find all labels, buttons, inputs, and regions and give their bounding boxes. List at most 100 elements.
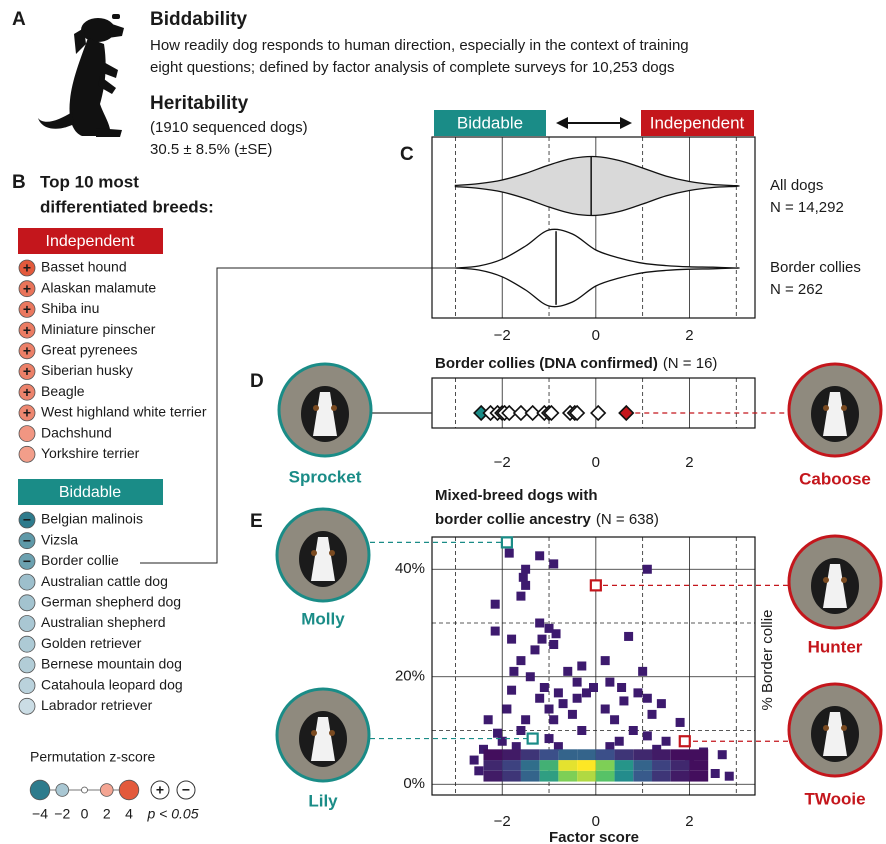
point	[554, 688, 563, 697]
y-axis-label: % Border collie	[759, 610, 776, 711]
point	[624, 632, 633, 641]
dog-photo	[789, 684, 881, 776]
diamond	[591, 406, 605, 420]
point	[519, 573, 528, 582]
density-cell	[483, 760, 502, 771]
dog-photo	[279, 364, 371, 456]
group-label: Independent	[46, 233, 136, 250]
density-cell	[671, 760, 690, 771]
point	[619, 696, 628, 705]
density-cell	[577, 749, 596, 760]
point	[718, 750, 727, 759]
panel-title: differentiated breeds:	[40, 197, 214, 216]
breed-name: Vizsla	[41, 531, 78, 547]
photo-eye	[823, 577, 829, 583]
breed-name: Miniature pinscher	[41, 321, 156, 337]
x-tick-label: 2	[685, 813, 693, 830]
point	[540, 683, 549, 692]
point	[711, 769, 720, 778]
point	[507, 635, 516, 644]
dog-name: Molly	[301, 609, 345, 628]
series-label: All dogs	[770, 177, 823, 194]
point	[601, 656, 610, 665]
breed-name: Shiba inu	[41, 300, 99, 316]
photo-eye	[841, 577, 847, 583]
point	[491, 627, 500, 636]
point	[610, 715, 619, 724]
group-label: Biddable	[59, 484, 121, 501]
density-cell	[558, 749, 577, 760]
density-cell	[652, 749, 671, 760]
breed-name: Dachshund	[41, 424, 112, 440]
density-cell	[689, 760, 708, 771]
breed-name: Australian shepherd	[41, 614, 166, 630]
point	[545, 705, 554, 714]
point	[657, 699, 666, 708]
point	[648, 710, 657, 719]
panel-title: Biddability	[150, 9, 248, 30]
x-axis-label: Factor score	[549, 829, 639, 844]
breed-zscore	[19, 678, 35, 694]
panel-letter: B	[12, 172, 26, 193]
plot-frame	[432, 378, 755, 428]
photo-eye	[841, 405, 847, 411]
point	[643, 565, 652, 574]
heritability-title: Heritability	[150, 93, 249, 114]
x-tick-label: 0	[592, 454, 600, 471]
density-cell	[671, 771, 690, 782]
breed-zscore	[19, 698, 35, 714]
point	[549, 640, 558, 649]
breed-name: Golden retriever	[41, 635, 142, 651]
sig-sign: +	[23, 280, 31, 296]
density-cell	[540, 771, 559, 782]
dog-photo	[277, 689, 369, 781]
point	[725, 772, 734, 781]
photo-eye	[823, 405, 829, 411]
point	[516, 726, 525, 735]
sig-sign: +	[23, 405, 31, 421]
dog-photo	[789, 364, 881, 456]
point	[638, 667, 647, 676]
density-cell	[502, 760, 521, 771]
breed-zscore	[19, 616, 35, 632]
series-label: Border collies	[770, 259, 861, 276]
density-cell	[540, 760, 559, 771]
density-cell	[615, 771, 634, 782]
photo-eye	[331, 405, 337, 411]
dog-name: Lily	[308, 791, 338, 810]
panel-letter: E	[250, 511, 263, 532]
sig-sign: +	[23, 384, 31, 400]
description: eight questions; defined by factor analy…	[150, 59, 674, 76]
breed-name: Catahoula leopard dog	[41, 676, 183, 692]
photo-eye	[313, 405, 319, 411]
breed-name: Alaskan malamute	[41, 279, 156, 295]
point	[474, 766, 483, 775]
legend-tick-label: −2	[54, 806, 70, 822]
figure: A Biddability How readily dog responds t…	[0, 0, 886, 844]
panel-title: Top 10 most	[40, 172, 139, 191]
x-tick-label: −2	[494, 327, 511, 344]
legend-sign: −	[182, 782, 190, 798]
point	[615, 737, 624, 746]
x-tick-label: 2	[685, 327, 693, 344]
point	[538, 635, 547, 644]
point	[521, 565, 530, 574]
point	[676, 718, 685, 727]
point	[530, 645, 539, 654]
breed-name: Border collie	[41, 552, 119, 568]
point	[563, 667, 572, 676]
chart-subtitle: (N = 638)	[596, 511, 659, 528]
density-cell	[521, 760, 540, 771]
dog-name: Sprocket	[289, 467, 362, 486]
point	[470, 756, 479, 765]
y-tick-label: 0%	[403, 775, 425, 792]
diamond	[619, 406, 633, 420]
point	[617, 683, 626, 692]
density-cell	[577, 760, 596, 771]
legend-swatch	[30, 780, 50, 800]
point	[535, 694, 544, 703]
dog-silhouette	[38, 14, 124, 137]
point	[549, 559, 558, 568]
x-tick-label: −2	[494, 454, 511, 471]
breed-name: Yorkshire terrier	[41, 445, 140, 461]
